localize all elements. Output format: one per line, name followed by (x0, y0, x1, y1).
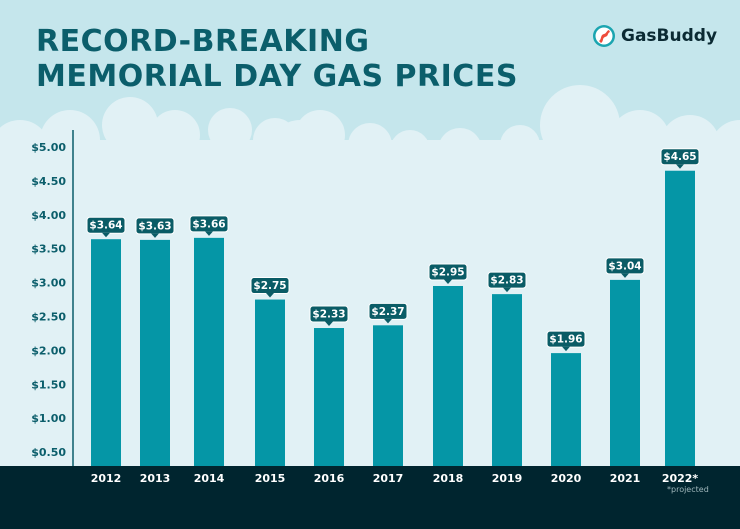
bar-2021 (610, 279, 640, 466)
footnote: *projected (667, 485, 709, 494)
x-tick-label: 2012 (91, 472, 122, 485)
bar-2012 (91, 239, 121, 466)
x-tick-label: 2017 (373, 472, 404, 485)
page-title: RECORD-BREAKING MEMORIAL DAY GAS PRICES (36, 24, 518, 94)
bar-2019 (492, 294, 522, 466)
data-label: $2.83 (487, 271, 527, 293)
x-tick-label: 2018 (433, 472, 464, 485)
data-label: $1.96 (546, 330, 586, 352)
data-label: $3.63 (135, 217, 175, 238)
y-tick-label: $3.50 (31, 243, 66, 256)
bar-2020 (551, 353, 581, 466)
y-tick-label: $5.00 (31, 141, 66, 154)
data-label-text: $3.63 (138, 220, 171, 232)
title-line-1: RECORD-BREAKING (36, 24, 370, 59)
x-tick-label: 2020 (551, 472, 582, 485)
logo-text: GasBuddy (621, 26, 718, 46)
bar-2015 (255, 299, 285, 466)
x-tick-label: 2021 (610, 472, 641, 485)
x-tick-label: 2013 (140, 472, 171, 485)
data-label: $2.75 (250, 277, 290, 298)
bar-2018 (433, 285, 463, 466)
gasbuddy-road-icon (593, 25, 615, 47)
y-tick-label: $4.00 (31, 209, 66, 222)
x-axis-ticks: 2012 2013 2014 2015 2016 2017 2018 2019 2020 2021… (91, 472, 699, 485)
x-tick-label: 2016 (314, 472, 345, 485)
data-label: $4.65 (660, 148, 700, 169)
data-label-text: $2.83 (490, 275, 523, 287)
y-tick-label: $1.00 (31, 412, 66, 425)
bar-2016 (314, 328, 344, 466)
data-label-text: $2.95 (431, 266, 464, 278)
data-label-text: $3.66 (192, 218, 225, 230)
title-line-2: MEMORIAL DAY GAS PRICES (36, 59, 518, 94)
x-tick-label: 2014 (194, 472, 225, 485)
bars: $3.64 $3.63 $3.66 $2.75 $2.33 $2.37 $2.95 $2.83… (86, 148, 700, 467)
y-axis-ticks: $0.50 $1.00 $1.50 $2.00 $2.50 $3.00 $3.50 $4.00… (31, 141, 66, 459)
data-label-text: $2.75 (253, 280, 286, 292)
y-tick-label: $3.00 (31, 277, 66, 290)
bar-2013 (140, 239, 170, 466)
data-label: $3.04 (605, 257, 645, 278)
bar-2017 (373, 325, 403, 466)
data-label-text: $3.64 (89, 220, 122, 232)
x-tick-label: 2022* (662, 472, 699, 485)
data-label-text: $2.33 (312, 309, 345, 321)
bar-2022 (665, 170, 695, 467)
data-label: $3.66 (189, 215, 229, 236)
data-label: $2.33 (309, 305, 349, 327)
bar-2014 (194, 237, 224, 466)
gasbuddy-logo: GasBuddy (592, 24, 717, 48)
data-label-text: $2.37 (371, 306, 404, 318)
data-label-text: $4.65 (663, 151, 696, 163)
y-tick-label: $2.00 (31, 344, 66, 357)
data-label: $2.37 (368, 302, 408, 324)
x-tick-label: 2019 (492, 472, 523, 485)
data-label-text: $1.96 (549, 334, 582, 346)
y-tick-label: $0.50 (31, 446, 66, 459)
data-label-text: $3.04 (608, 260, 641, 272)
y-tick-label: $4.50 (31, 175, 66, 188)
y-tick-label: $2.50 (31, 311, 66, 324)
x-tick-label: 2015 (255, 472, 286, 485)
data-label: $3.64 (86, 216, 126, 238)
data-label: $2.95 (428, 263, 468, 284)
footer-band (0, 466, 740, 529)
y-tick-label: $1.50 (31, 378, 66, 391)
